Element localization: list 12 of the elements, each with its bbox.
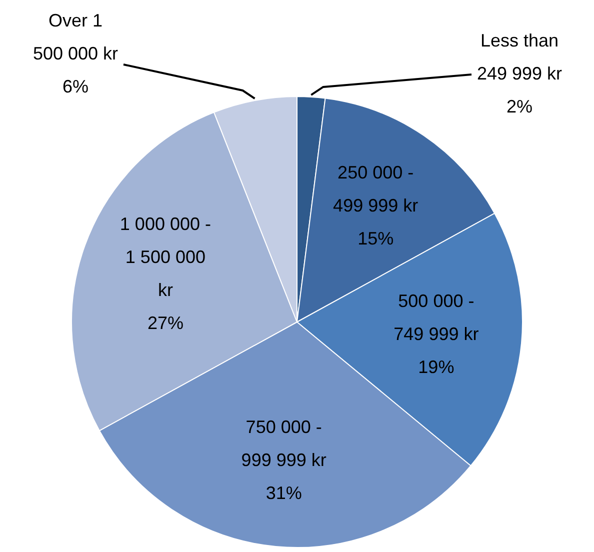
data-label: 31% (266, 483, 302, 504)
slice-label: 1 000 000 - 1 500 000 kr (120, 214, 211, 300)
slice-label: 500 000 - 749 999 kr (394, 291, 479, 344)
slice-label: 250 000 - 499 999 kr (333, 162, 418, 216)
data-label: 15% (358, 228, 394, 248)
slice-label: Less than 249 999 kr (476, 30, 562, 84)
slice-label: Over 1 500 000 kr (32, 10, 118, 64)
data-label: 6% (62, 76, 89, 96)
slice-label: 750 000 - 999 999 kr (241, 417, 326, 470)
data-label: 2% (506, 96, 533, 116)
data-label: 19% (418, 357, 454, 378)
data-label: 27% (147, 313, 184, 334)
